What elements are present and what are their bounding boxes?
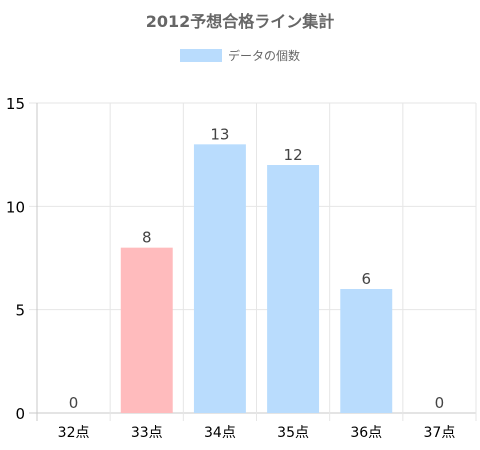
- data-label: 0: [69, 394, 79, 412]
- x-tick-label: 32点: [58, 425, 90, 441]
- y-tick-label: 15: [6, 95, 25, 113]
- bar: [340, 289, 393, 413]
- data-label: 0: [435, 394, 445, 412]
- data-label: 8: [142, 229, 152, 247]
- legend-swatch: [179, 49, 222, 62]
- bar: [267, 165, 320, 413]
- data-label: 12: [284, 146, 303, 164]
- x-tick-label: 37点: [424, 425, 456, 441]
- bar: [193, 144, 246, 414]
- data-label: 6: [361, 270, 371, 288]
- chart-title: 2012予想合格ライン集計: [145, 12, 335, 31]
- bar: [120, 247, 173, 413]
- x-tick-label: 35点: [277, 425, 309, 441]
- y-tick-label: 5: [15, 302, 25, 320]
- y-tick-label: 0: [15, 405, 25, 423]
- legend: データの個数: [0, 47, 480, 64]
- data-label: 13: [210, 125, 229, 143]
- legend-label: データの個数: [227, 49, 300, 63]
- x-tick-label: 34点: [204, 425, 236, 441]
- x-tick-label: 33点: [131, 425, 163, 441]
- x-tick-label: 36点: [350, 425, 382, 441]
- y-tick-label: 10: [6, 198, 25, 216]
